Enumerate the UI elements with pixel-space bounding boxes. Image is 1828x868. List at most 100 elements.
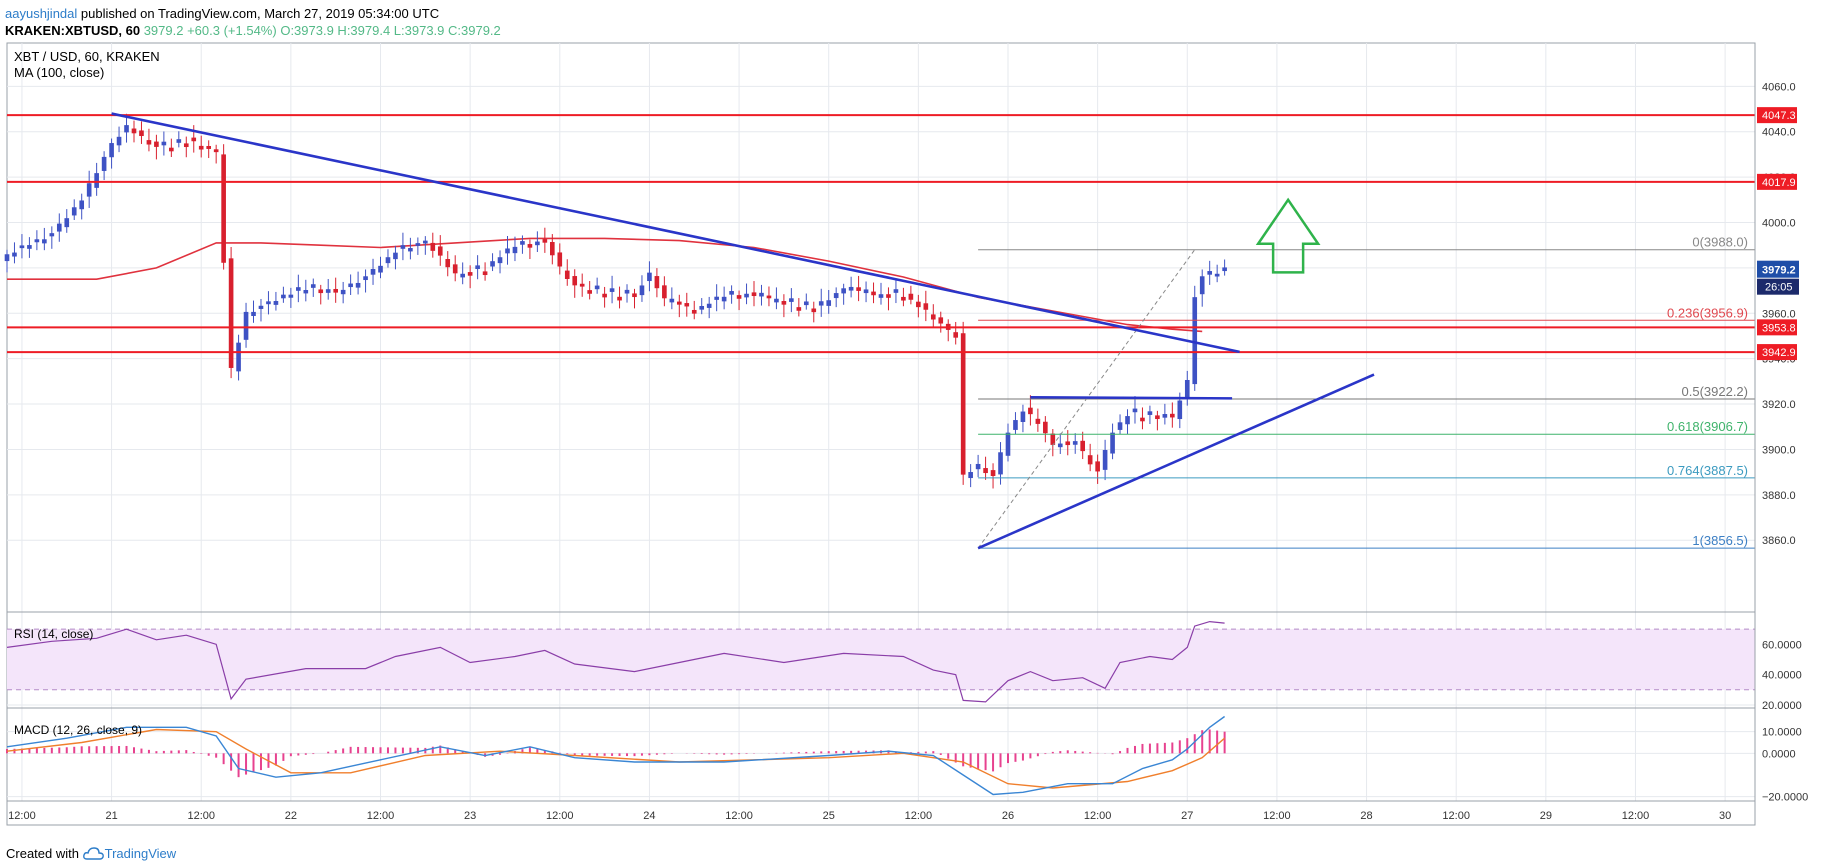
candle-body — [602, 293, 607, 298]
time-axis-label: 24 — [643, 810, 655, 822]
candle-body — [542, 239, 548, 243]
candle-body — [968, 472, 973, 479]
chart-title: XBT / USD, 60, KRAKEN — [14, 49, 160, 64]
candle-body — [1140, 417, 1145, 422]
candle-body — [706, 303, 712, 308]
time-axis-label: 12:00 — [1084, 810, 1112, 822]
candle-body — [116, 136, 122, 146]
time-axis-label: 22 — [285, 810, 297, 822]
candle-body — [131, 128, 137, 134]
last-price-tag — [1757, 260, 1799, 278]
candle-body — [759, 292, 764, 297]
publish-line: aayushjindal published on TradingView.co… — [5, 6, 439, 21]
candle-body — [1199, 276, 1205, 295]
candle-body — [266, 301, 271, 305]
candle-body — [71, 207, 77, 216]
candle-body — [848, 286, 854, 291]
candle-body — [1005, 432, 1011, 456]
ma-100-line — [7, 237, 1203, 333]
candle-body — [811, 308, 817, 313]
rsi-axis-label: 20.0000 — [1762, 700, 1802, 712]
candle-body — [1080, 440, 1086, 452]
rsi-legend[interactable]: RSI (14, close) — [14, 627, 93, 641]
candle-body — [1020, 411, 1026, 422]
candle-body — [393, 252, 398, 260]
level-tag — [1757, 319, 1797, 336]
candle-body — [497, 257, 503, 264]
candle-body — [930, 314, 936, 320]
candle-body — [624, 289, 630, 294]
candle-body — [482, 271, 488, 276]
candle-body — [1162, 414, 1168, 418]
footer: Created with TradingView — [6, 846, 176, 861]
time-axis-label: 26 — [1002, 810, 1014, 822]
candle-body — [676, 301, 682, 305]
candle-body — [363, 276, 368, 281]
candle-body — [243, 311, 249, 340]
time-axis-label: 12:00 — [546, 810, 574, 822]
candle-body — [617, 296, 622, 301]
candle-body — [1102, 450, 1108, 470]
candle-body — [42, 239, 47, 244]
candle-body — [310, 284, 316, 288]
up-arrow-icon — [1255, 197, 1321, 274]
trend-line[interactable] — [111, 112, 1240, 354]
candle-body — [684, 303, 690, 307]
trend-line[interactable] — [1030, 395, 1233, 400]
last-price-text: 3979.2 — [1762, 265, 1796, 277]
price-change: 3979.2 +60.3 (+1.54%) — [143, 23, 277, 38]
candle-body — [490, 261, 495, 267]
tradingview-link[interactable]: TradingView — [104, 846, 177, 861]
candle-body — [49, 233, 55, 237]
candle-body — [505, 248, 510, 254]
level-tag-text: 4047.3 — [1762, 110, 1796, 122]
candle-body — [998, 452, 1003, 475]
candle-body — [803, 301, 809, 306]
time-axis-label: 30 — [1719, 810, 1731, 822]
candle-body — [953, 332, 959, 338]
countdown-text: 26:05 — [1765, 282, 1793, 294]
candle-body — [303, 290, 309, 294]
candle-body — [1207, 271, 1212, 275]
candle-body — [452, 264, 458, 274]
candle-body — [251, 311, 256, 316]
candle-body — [774, 298, 779, 303]
level-tag — [1757, 173, 1797, 190]
candle-body — [467, 272, 473, 276]
candle-body — [751, 292, 757, 297]
level-tag — [1757, 344, 1797, 361]
candle-body — [1043, 421, 1048, 434]
macd-line — [6, 715, 1226, 796]
candle-body — [736, 295, 742, 299]
candle-body — [154, 141, 159, 147]
candle-body — [176, 139, 182, 143]
macd-axis-label: 10.0000 — [1762, 727, 1802, 739]
candle-body — [886, 294, 891, 298]
macd-legend[interactable]: MACD (12, 26, close, 9) — [14, 723, 142, 737]
candle-body — [124, 125, 129, 133]
candle-body — [647, 272, 652, 282]
ma-legend[interactable]: MA (100, close) — [14, 65, 104, 80]
candle-body — [183, 143, 189, 148]
time-axis-label: 12:00 — [8, 810, 36, 822]
price-axis-label: 3900.0 — [1762, 444, 1796, 456]
rsi-band — [7, 629, 1755, 690]
candle-body — [340, 289, 346, 295]
rsi-axis-label: 40.0000 — [1762, 670, 1802, 682]
candle-body — [744, 293, 749, 298]
candle-body — [101, 156, 107, 171]
candle-body — [923, 303, 929, 310]
author-link[interactable]: aayushjindal — [5, 6, 78, 21]
level-tag-text: 3953.8 — [1762, 322, 1796, 334]
trend-line[interactable] — [977, 373, 1375, 550]
price-chart[interactable]: 3860.03880.03900.03920.03940.03960.03980… — [0, 40, 1828, 848]
symbol-line: KRAKEN:XBTUSD, 60 3979.2 +60.3 (+1.54%) … — [5, 23, 501, 38]
candle-body — [990, 470, 996, 476]
candle-body — [19, 245, 25, 249]
candle-body — [654, 276, 660, 289]
fib-level-label: 0.5(3922.2) — [1682, 384, 1749, 399]
candle-body — [348, 283, 353, 288]
candle-body — [460, 273, 465, 278]
candle-body — [893, 289, 899, 293]
candle-body — [1110, 432, 1115, 454]
